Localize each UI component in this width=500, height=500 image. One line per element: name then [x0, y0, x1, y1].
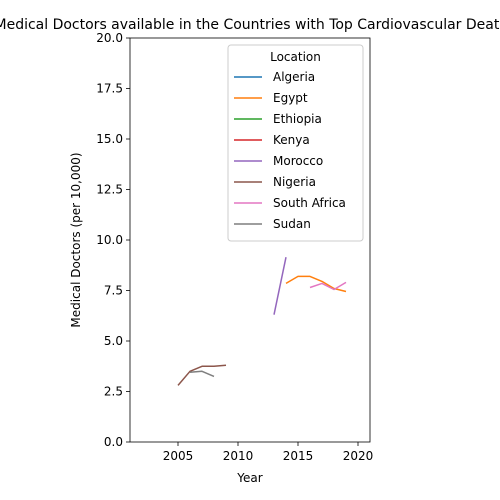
series-line-egypt	[285, 275, 347, 293]
y-tick-label: 5.0	[104, 334, 123, 348]
y-tick-label: 7.5	[104, 284, 123, 298]
y-tick-label: 15.0	[96, 132, 123, 146]
x-axis-label: Year	[236, 471, 262, 485]
y-tick-label: 12.5	[96, 183, 123, 197]
legend: Location Algeria Egypt Ethiopia Kenya Morocco…	[227, 44, 364, 242]
legend-label-ethiopia: Ethiopia	[273, 112, 322, 126]
y-tick-label: 17.5	[96, 82, 123, 96]
chart-title: Medical Doctors available in the Countri…	[0, 17, 500, 33]
y-tick-label: 0.0	[104, 435, 123, 449]
x-axis: 2005 2010 2015 2020	[163, 442, 374, 463]
series-line-nigeria	[177, 364, 227, 386]
y-tick-label: 2.5	[104, 385, 123, 399]
x-tick-label: 2005	[163, 449, 194, 463]
legend-label-kenya: Kenya	[273, 133, 310, 147]
legend-label-algeria: Algeria	[273, 70, 315, 84]
series-lines	[177, 257, 347, 386]
series-line-sudan	[189, 370, 215, 378]
legend-label-nigeria: Nigeria	[273, 175, 316, 189]
x-tick-label: 2010	[223, 449, 254, 463]
legend-label-south-africa: South Africa	[273, 196, 346, 210]
x-tick-label: 2020	[343, 449, 374, 463]
series-line-morocco	[273, 257, 287, 315]
legend-title: Location	[270, 50, 321, 64]
legend-box	[227, 44, 364, 242]
y-tick-label: 20.0	[96, 31, 123, 45]
legend-label-egypt: Egypt	[273, 91, 308, 105]
series-line-south-africa	[309, 281, 347, 291]
legend-label-sudan: Sudan	[273, 217, 311, 231]
y-axis-label: Medical Doctors (per 10,000)	[69, 152, 83, 327]
y-tick-label: 10.0	[96, 233, 123, 247]
x-tick-label: 2015	[283, 449, 314, 463]
legend-label-morocco: Morocco	[273, 154, 323, 168]
y-axis: 0.0 2.5 5.0 7.5 10.0 12.5 15.0 17.5 20.0	[96, 31, 130, 449]
